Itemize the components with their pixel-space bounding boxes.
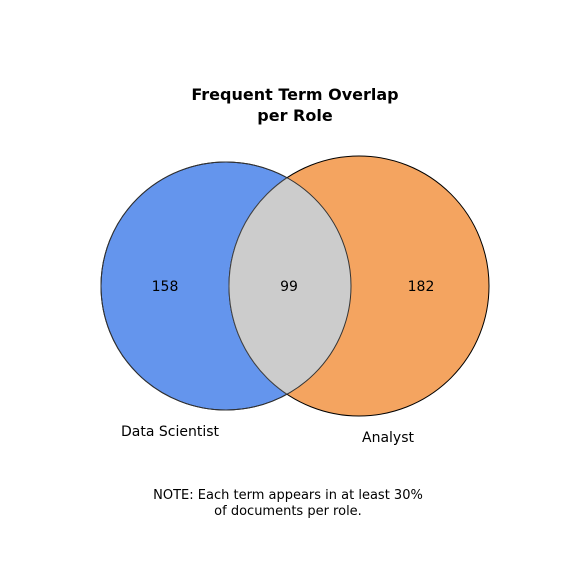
footnote-line-1: NOTE: Each term appears in at least 30% [153,488,423,503]
intersection-region [228,162,351,410]
chart-title: Frequent Term Overlap per Role [0,84,576,126]
intersection-count: 99 [280,279,298,295]
data-scientist-only-count: 158 [152,279,179,295]
footnote: NOTE: Each term appears in at least 30% … [0,488,576,520]
chart-title-line-1: Frequent Term Overlap [191,85,399,104]
set-label-analyst: Analyst [362,430,414,446]
analyst-only-count: 182 [408,279,435,295]
chart-title-line-2: per Role [257,106,333,125]
footnote-line-2: of documents per role. [214,504,362,519]
set-label-data-scientist: Data Scientist [121,424,220,440]
left-circle-outline [100,161,352,411]
